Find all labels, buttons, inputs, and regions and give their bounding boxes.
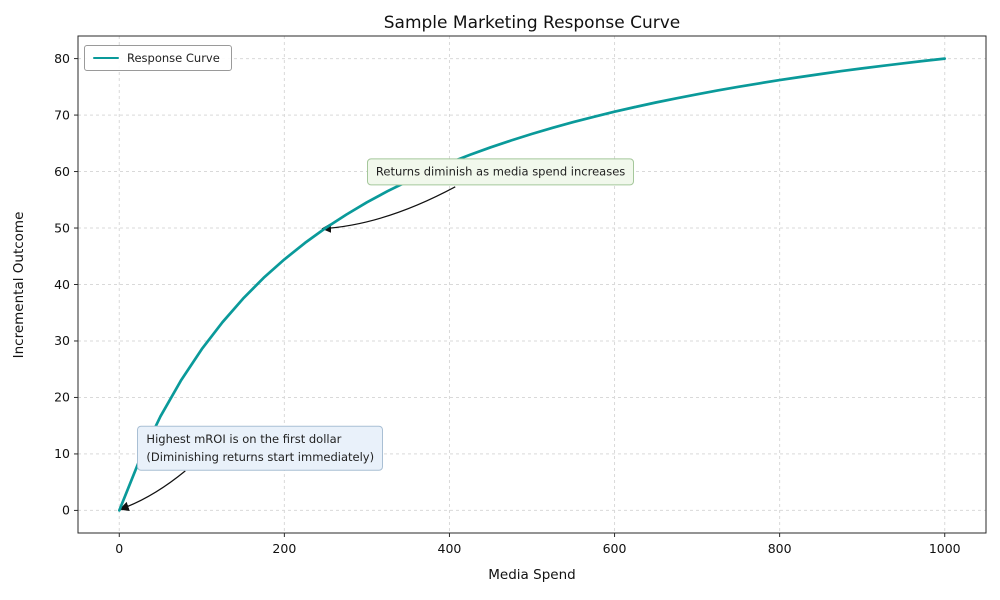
- svg-text:0: 0: [62, 503, 70, 518]
- chart-title: Sample Marketing Response Curve: [383, 13, 681, 33]
- y-axis-label: Incremental Outcome: [11, 211, 27, 359]
- svg-text:1000: 1000: [929, 541, 961, 556]
- svg-text:50: 50: [54, 220, 70, 235]
- svg-text:40: 40: [54, 277, 70, 292]
- legend-label: Response Curve: [127, 51, 220, 65]
- legend-line-swatch: [93, 56, 119, 60]
- x-axis-label: Media Spend: [488, 567, 576, 583]
- svg-text:200: 200: [272, 541, 296, 556]
- svg-text:70: 70: [54, 107, 70, 122]
- svg-text:0: 0: [115, 541, 123, 556]
- response-curve-line: [117, 57, 947, 512]
- annotation-first-dollar: Highest mROI is on the first dollar (Dim…: [137, 426, 384, 471]
- annotation-diminishing-returns: Returns diminish as media spend increase…: [366, 157, 635, 186]
- svg-text:400: 400: [438, 541, 462, 556]
- svg-text:20: 20: [54, 390, 70, 405]
- legend: Response Curve: [84, 45, 232, 71]
- svg-text:600: 600: [603, 541, 627, 556]
- grid-layer: [78, 36, 986, 533]
- svg-text:80: 80: [54, 51, 70, 66]
- annotation-arrows-layer: [119, 186, 456, 511]
- axes-layer: 0 200 400 600 800 1000 0 10 20 30 40 50 60 70 80: [54, 51, 961, 556]
- svg-text:60: 60: [54, 164, 70, 179]
- svg-text:800: 800: [768, 541, 792, 556]
- svg-text:10: 10: [54, 446, 70, 461]
- svg-text:30: 30: [54, 333, 70, 348]
